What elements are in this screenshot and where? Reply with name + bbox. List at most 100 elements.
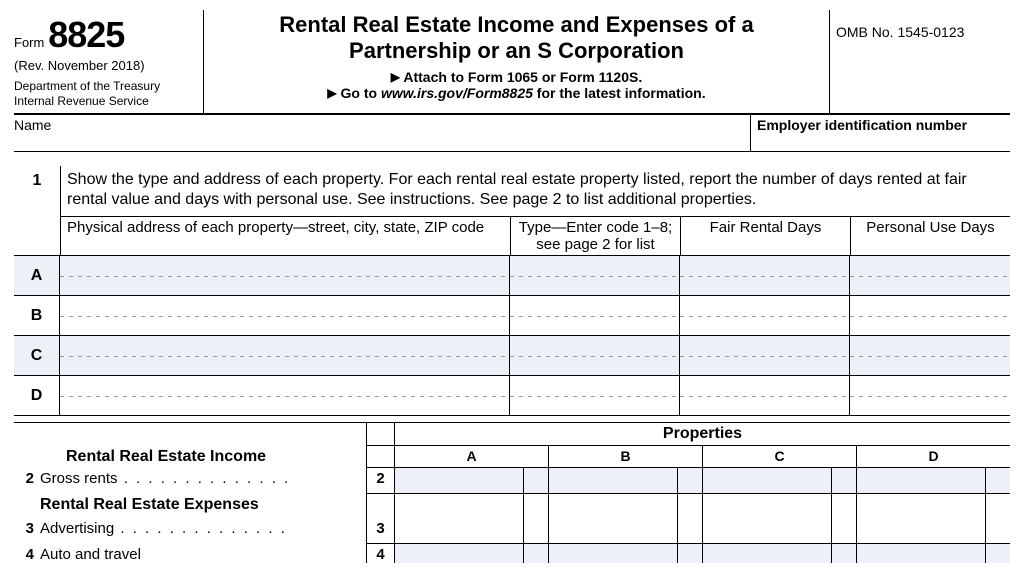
name-ein-row: Name Employer identification number: [14, 115, 1010, 152]
triangle-icon: ▶: [327, 86, 336, 100]
section-1-body: Show the type and address of each proper…: [60, 166, 1010, 255]
ein-label: Employer identification number: [757, 117, 967, 133]
amount-input[interactable]: [702, 518, 856, 544]
col-d-label: D: [856, 446, 1010, 468]
line-4: 4 Auto and travel 4: [14, 544, 1010, 563]
property-type-input[interactable]: [510, 376, 680, 415]
amount-input[interactable]: [394, 544, 548, 563]
properties-section: Properties Rental Real Estate Income A B…: [14, 422, 1010, 563]
form-number: 8825: [48, 14, 124, 55]
property-row-d: D: [14, 376, 1010, 416]
amount-input[interactable]: [548, 468, 702, 494]
goto-instruction: ▶ Go to www.irs.gov/Form8825 for the lat…: [210, 85, 823, 101]
col-a-label: A: [394, 446, 548, 468]
attach-text: Attach to Form 1065 or Form 1120S.: [403, 69, 642, 85]
goto-post: for the latest information.: [533, 85, 706, 101]
line-number: 3: [14, 518, 40, 544]
amount-input[interactable]: [856, 544, 1010, 563]
ein-field[interactable]: Employer identification number: [750, 115, 1010, 151]
property-row-label: B: [14, 296, 60, 335]
line-number: 2: [14, 468, 40, 494]
name-label: Name: [14, 117, 51, 133]
dept-block: Department of the Treasury Internal Reve…: [14, 79, 195, 109]
amount-input[interactable]: [548, 518, 702, 544]
amount-input[interactable]: [394, 494, 548, 518]
expenses-section-title: Rental Real Estate Expenses: [40, 494, 366, 518]
line-box-number: 4: [366, 544, 394, 563]
income-section-title: Rental Real Estate Income: [14, 446, 366, 468]
dept-line2: Internal Revenue Service: [14, 94, 195, 109]
triangle-icon: ▶: [391, 70, 400, 84]
line-label: Auto and travel: [40, 544, 366, 563]
col-personal-header: Personal Use Days: [851, 217, 1010, 255]
section-1-instructions: Show the type and address of each proper…: [61, 166, 1010, 216]
property-row-c: C: [14, 336, 1010, 376]
amount-input[interactable]: [394, 518, 548, 544]
line-label: Gross rents: [40, 468, 366, 494]
amount-input[interactable]: [548, 494, 702, 518]
line-3: 3 Advertising 3: [14, 518, 1010, 544]
col-type-header: Type—Enter code 1–8; see page 2 for list: [511, 217, 681, 255]
amount-input[interactable]: [856, 468, 1010, 494]
line-number-col-blank: [366, 423, 394, 446]
personal-use-days-input[interactable]: [850, 296, 1010, 335]
col-b-label: B: [548, 446, 702, 468]
goto-pre: Go to: [341, 85, 381, 101]
fair-rental-days-input[interactable]: [680, 336, 850, 375]
fair-rental-days-input[interactable]: [680, 296, 850, 335]
line-2: 2 Gross rents 2: [14, 468, 1010, 494]
omb-number: OMB No. 1545-0123: [836, 24, 964, 40]
property-type-input[interactable]: [510, 256, 680, 295]
header-right: OMB No. 1545-0123: [830, 10, 1010, 113]
form-header: Form 8825 (Rev. November 2018) Departmen…: [14, 10, 1010, 115]
line-1-number: 1: [14, 166, 60, 255]
property-address-input[interactable]: [60, 336, 510, 375]
personal-use-days-input[interactable]: [850, 256, 1010, 295]
col-address-header: Physical address of each property—street…: [61, 217, 511, 255]
property-type-input[interactable]: [510, 296, 680, 335]
properties-column-labels: Rental Real Estate Income A B C D: [14, 446, 1010, 468]
property-row-a: A: [14, 256, 1010, 296]
blank: [14, 423, 366, 446]
header-center: Rental Real Estate Income and Expenses o…: [204, 10, 830, 113]
property-address-input[interactable]: [60, 376, 510, 415]
amount-input[interactable]: [856, 518, 1010, 544]
amount-input[interactable]: [702, 468, 856, 494]
property-row-label: A: [14, 256, 60, 295]
form-word: Form: [14, 35, 44, 50]
col-fair-header: Fair Rental Days: [681, 217, 851, 255]
amount-input[interactable]: [548, 544, 702, 563]
property-row-label: C: [14, 336, 60, 375]
amount-input[interactable]: [394, 468, 548, 494]
property-type-input[interactable]: [510, 336, 680, 375]
amount-input[interactable]: [702, 544, 856, 563]
dept-line1: Department of the Treasury: [14, 79, 195, 94]
line-label: Advertising: [40, 518, 366, 544]
header-left: Form 8825 (Rev. November 2018) Departmen…: [14, 10, 204, 113]
properties-title: Properties: [394, 423, 1010, 446]
fair-rental-days-input[interactable]: [680, 376, 850, 415]
form-title-line1: Rental Real Estate Income and Expenses o…: [210, 12, 823, 38]
line-number-col-blank: [366, 446, 394, 468]
line-number: 4: [14, 544, 40, 563]
line-box-number: 2: [366, 468, 394, 494]
property-address-input[interactable]: [60, 296, 510, 335]
fair-rental-days-input[interactable]: [680, 256, 850, 295]
attach-instruction: ▶ Attach to Form 1065 or Form 1120S.: [210, 69, 823, 85]
form-revision: (Rev. November 2018): [14, 58, 195, 73]
property-row-b: B: [14, 296, 1010, 336]
properties-header-row: Properties: [14, 422, 1010, 446]
spacer-row: Rental Real Estate Expenses: [14, 494, 1010, 518]
property-address-input[interactable]: [60, 256, 510, 295]
personal-use-days-input[interactable]: [850, 376, 1010, 415]
col-c-label: C: [702, 446, 856, 468]
section-1: 1 Show the type and address of each prop…: [14, 166, 1010, 256]
amount-input[interactable]: [856, 494, 1010, 518]
property-row-label: D: [14, 376, 60, 415]
name-field[interactable]: Name: [14, 115, 750, 151]
line-box-number: 3: [366, 518, 394, 544]
goto-url: www.irs.gov/Form8825: [381, 85, 533, 101]
personal-use-days-input[interactable]: [850, 336, 1010, 375]
form-title-line2: Partnership or an S Corporation: [210, 38, 823, 64]
amount-input[interactable]: [702, 494, 856, 518]
